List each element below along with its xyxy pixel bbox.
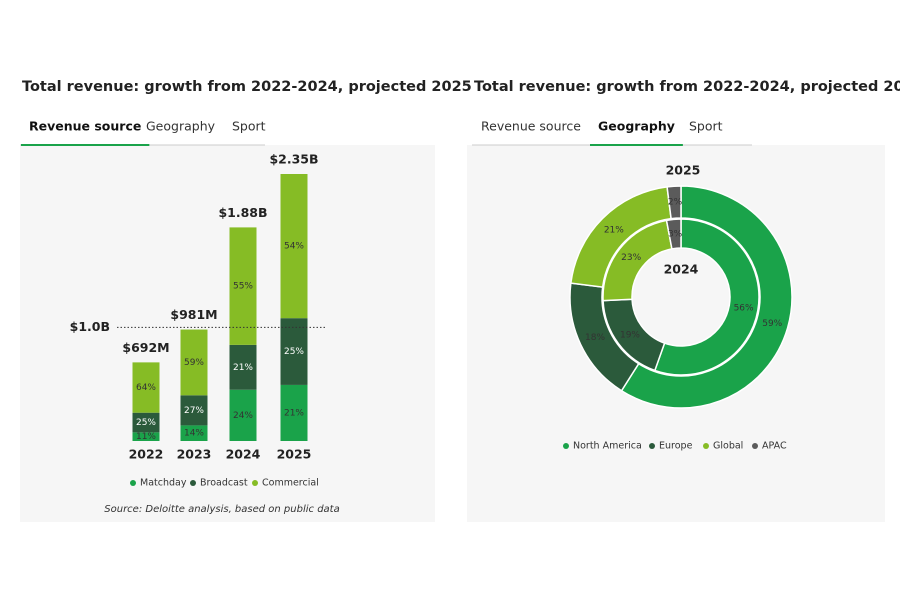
bar-segment	[132, 362, 160, 413]
segment-label: 18%	[585, 333, 605, 343]
segment-label: 54%	[284, 242, 304, 252]
segment-label: 64%	[136, 383, 156, 393]
donut-segment	[620, 185, 793, 409]
bar-segment	[180, 329, 208, 396]
legend-label: Global	[713, 441, 743, 452]
segment-label: 14%	[184, 429, 204, 439]
segment-label: 25%	[284, 347, 304, 357]
legend-label: North America	[573, 441, 642, 452]
legend-swatch	[649, 443, 655, 449]
source-note: Source: Deloitte analysis, based on publ…	[104, 504, 339, 515]
segment-label: 21%	[233, 363, 253, 373]
segment-label: 3%	[668, 229, 683, 239]
segment-label: 59%	[762, 319, 782, 329]
tab[interactable]: Revenue source	[481, 119, 581, 134]
bar-segment	[180, 395, 208, 426]
bar-segment	[280, 318, 308, 385]
legend-label: Matchday	[140, 478, 187, 489]
segment-label: 59%	[184, 358, 204, 368]
tab[interactable]: Geography	[146, 119, 216, 134]
tab[interactable]: Sport	[689, 119, 723, 134]
legend-label: Europe	[659, 441, 693, 452]
donut-segment	[653, 218, 760, 376]
bar-segment	[280, 174, 308, 319]
chart-title: Total revenue: growth from 2022-2024, pr…	[474, 79, 900, 95]
legend-label: Broadcast	[200, 478, 248, 489]
segment-label: 55%	[233, 282, 253, 292]
legend-label: Commercial	[262, 478, 319, 489]
total-label: $981M	[170, 307, 217, 322]
tab[interactable]: Sport	[232, 119, 266, 134]
bar-segment	[229, 389, 257, 441]
legend-swatch	[563, 443, 569, 449]
donut-segment	[665, 218, 682, 250]
donut-segment	[666, 185, 682, 220]
segment-label: 21%	[284, 408, 304, 418]
left-panel	[20, 145, 435, 522]
tab[interactable]: Geography	[598, 119, 675, 134]
ring-label: 2024	[664, 262, 699, 277]
segment-label: 27%	[184, 406, 204, 416]
legend-swatch	[752, 443, 758, 449]
bar-segment	[229, 227, 257, 345]
bar-segment	[280, 384, 308, 441]
legend-swatch	[252, 480, 258, 486]
segment-label: 56%	[734, 303, 754, 313]
segment-label: 11%	[136, 432, 156, 442]
ring-label: 2025	[666, 163, 701, 178]
legend-label: APAC	[762, 441, 787, 452]
total-label: $2.35B	[269, 152, 318, 167]
segment-label: 25%	[136, 418, 156, 428]
reference-label: $1.0B	[70, 319, 110, 334]
legend-swatch	[130, 480, 136, 486]
segment-label: 2%	[668, 198, 683, 208]
x-tick-label: 2024	[226, 447, 261, 462]
segment-label: 24%	[233, 411, 253, 421]
x-tick-label: 2022	[129, 447, 164, 462]
legend-swatch	[703, 443, 709, 449]
bar-segment	[229, 344, 257, 390]
x-tick-label: 2025	[277, 447, 312, 462]
bar-segment	[132, 412, 160, 433]
segment-label: 21%	[604, 225, 624, 235]
tab[interactable]: Revenue source	[29, 119, 141, 134]
chart-title: Total revenue: growth from 2022-2024, pr…	[22, 79, 472, 95]
segment-label: 23%	[621, 253, 641, 263]
legend-swatch	[190, 480, 196, 486]
bar-segment	[180, 425, 208, 441]
segment-label: 19%	[620, 330, 640, 340]
x-tick-label: 2023	[177, 447, 212, 462]
total-label: $1.88B	[218, 205, 267, 220]
total-label: $692M	[122, 340, 169, 355]
bar-segment	[132, 432, 160, 441]
